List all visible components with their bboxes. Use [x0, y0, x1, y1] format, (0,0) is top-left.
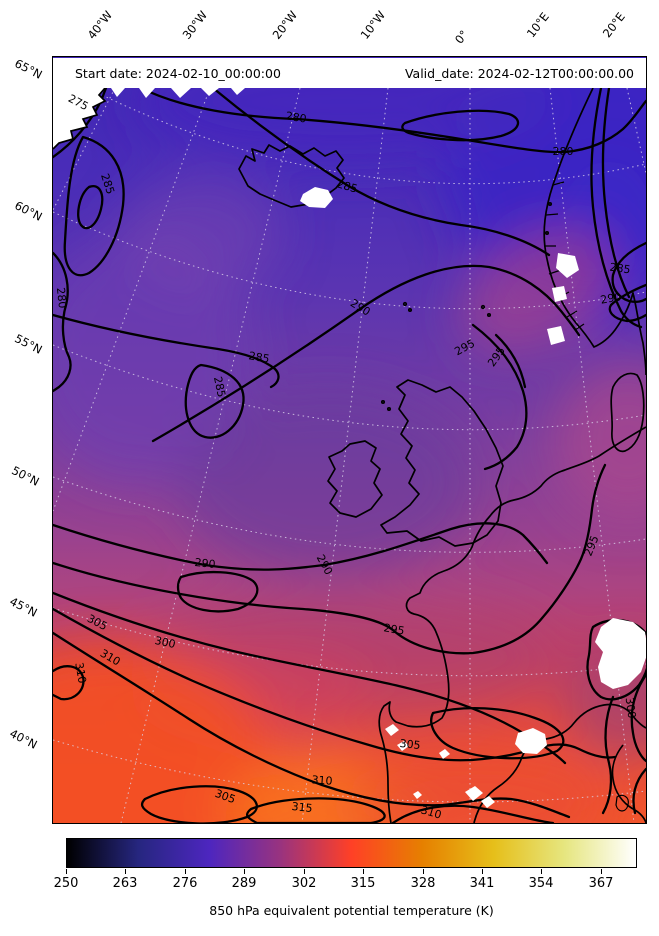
contour-label: 285 — [609, 261, 632, 277]
colorbar-tick — [423, 869, 425, 874]
contour-label: 290 — [194, 556, 216, 571]
contour-label: 280 — [285, 109, 308, 125]
contour-label: 315 — [291, 800, 313, 815]
white-patches — [53, 88, 646, 808]
colorbar-tick — [125, 869, 127, 874]
valid-date-text: Valid_date: 2024-02-12T00:00:00.00 — [404, 65, 634, 81]
x-tick-10e: 10°E — [523, 9, 552, 41]
colorbar-tick — [185, 869, 187, 874]
colorbar-tick-label: 341 — [469, 876, 495, 891]
colorbar-tick — [304, 869, 306, 874]
colorbar-gradient — [66, 838, 637, 868]
x-tick-0: 0° — [451, 27, 472, 47]
colorbar-tick — [66, 869, 68, 874]
colorbar-tick-label: 315 — [350, 876, 376, 891]
contour-label: 280 — [54, 287, 69, 309]
start-date-text: Start date: 2024-02-10_00:00:00 — [75, 65, 281, 81]
y-tick-60n: 60°N — [12, 198, 45, 224]
contour-label: 310 — [72, 661, 88, 684]
colorbar-tick-label: 328 — [410, 876, 436, 891]
colorbar-tick-label: 302 — [291, 876, 317, 891]
contour-label: 280 — [553, 145, 574, 158]
colorbar-tick-label: 250 — [53, 876, 79, 891]
contour-label: 285 — [98, 172, 117, 196]
contour-label: 310 — [419, 803, 443, 821]
x-tick-20e: 20°E — [599, 9, 628, 41]
colorbar-tick — [363, 869, 365, 874]
colorbar-tick-label: 263 — [112, 876, 138, 891]
contour-label: 285 — [335, 177, 359, 195]
colorbar-tick-label: 367 — [588, 876, 614, 891]
colorbar-tick — [601, 869, 603, 874]
y-tick-65n: 65°N — [12, 56, 45, 82]
contour-label: 285 — [248, 349, 271, 365]
contour-label: 300 — [153, 634, 176, 651]
colorbar-tick — [482, 869, 484, 874]
x-tick-30w: 30°W — [179, 8, 211, 42]
contour-label: 285 — [211, 375, 228, 398]
y-tick-55n: 55°N — [12, 331, 45, 357]
y-tick-45n: 45°N — [7, 594, 40, 620]
contour-label: 290 — [599, 290, 622, 306]
x-tick-20w: 20°W — [269, 8, 301, 42]
greenland-coast — [53, 87, 107, 150]
y-tick-40n: 40°N — [7, 726, 40, 752]
contour-label: 295 — [383, 621, 406, 637]
contour-label: 305 — [399, 737, 421, 752]
colorbar-tick — [244, 869, 246, 874]
colorbar-tick-label: 289 — [231, 876, 257, 891]
y-tick-50n: 50°N — [9, 463, 42, 489]
date-annotation-band: Start date: 2024-02-10_00:00:00 Valid_da… — [53, 58, 646, 88]
contour-label: 300 — [623, 697, 639, 720]
colorbar-label: 850 hPa equivalent potential temperature… — [209, 903, 494, 918]
map-plot: 275 280 285 280 285 280 285 290 290 295 … — [52, 56, 647, 824]
temperature-field-svg: 275 280 285 280 285 280 285 290 290 295 … — [53, 57, 646, 823]
coastlines — [238, 87, 646, 823]
x-tick-40w: 40°W — [84, 8, 116, 42]
contour-label: 310 — [311, 773, 333, 787]
graticule — [53, 69, 646, 823]
colorbar-tick-label: 276 — [172, 876, 198, 891]
x-tick-10w: 10°W — [357, 8, 389, 42]
colorbar-tick — [541, 869, 543, 874]
colorbar-tick-label: 354 — [528, 876, 554, 891]
